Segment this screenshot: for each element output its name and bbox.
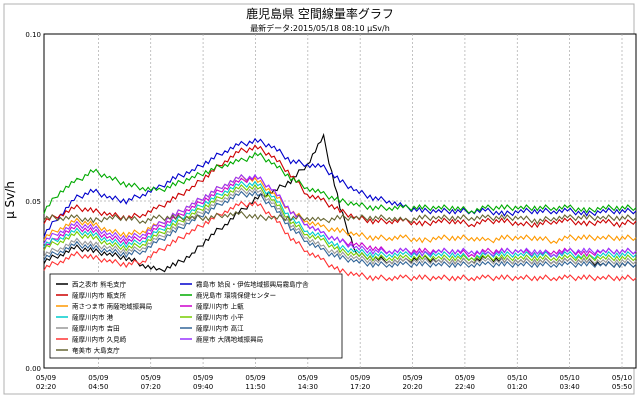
y-ticks: 0.00 0.05 0.10 — [25, 31, 41, 373]
series-line — [43, 190, 637, 269]
series-line — [43, 210, 637, 225]
legend-label: 薩摩川内市 上甑 — [196, 302, 244, 311]
y-tick-label: 0.00 — [25, 365, 41, 373]
y-tick-label: 0.10 — [25, 31, 41, 39]
legend-label: 霧島市 姶良・伊佐地域振興局霧島庁舎 — [196, 280, 309, 289]
x-tick-date: 05/09 — [36, 374, 56, 382]
series-line — [43, 187, 637, 265]
chart-title: 鹿児島県 空間線量率グラフ — [246, 6, 394, 21]
legend-label: 薩摩川内市 久見崎 — [72, 335, 127, 344]
x-tick-date: 05/09 — [88, 374, 108, 382]
series-line — [43, 173, 637, 258]
x-tick-time: 02:20 — [36, 383, 56, 391]
x-tick-date: 05/10 — [560, 374, 580, 382]
x-ticks: 05/0902:2005/0904:5005/0907:2005/0909:40… — [36, 374, 632, 391]
grid — [44, 34, 636, 368]
series-line — [43, 144, 637, 229]
legend-label: 薩摩川内市 高江 — [196, 324, 244, 333]
series-line — [43, 174, 637, 245]
legend-label: 南さつま市 南薩地域振興局 — [72, 302, 152, 311]
chart-subtitle: 最新データ:2015/05/18 08:10 μSv/h — [250, 23, 390, 33]
x-tick-time: 01:20 — [507, 383, 527, 391]
x-tick-date: 05/09 — [455, 374, 475, 382]
x-tick-date: 05/09 — [298, 374, 318, 382]
x-tick-date: 05/10 — [507, 374, 527, 382]
x-tick-time: 11:50 — [245, 383, 265, 391]
series-line — [43, 180, 637, 261]
x-tick-date: 05/09 — [141, 374, 161, 382]
series-line — [43, 137, 637, 238]
legend-label: 薩摩川内市 小平 — [196, 313, 244, 322]
series-line — [43, 184, 637, 262]
x-tick-time: 03:40 — [560, 383, 580, 391]
legend-label: 薩摩川内市 甑支所 — [72, 291, 127, 300]
series-lines — [43, 132, 637, 282]
x-tick-time: 05:50 — [612, 383, 632, 391]
x-tick-date: 05/09 — [350, 374, 370, 382]
legend-label: 奄美市 大島支庁 — [72, 346, 120, 355]
x-tick-date: 05/09 — [402, 374, 422, 382]
legend-label: 薩摩川内市 吉田 — [72, 324, 120, 333]
legend-box — [49, 273, 343, 359]
x-tick-time: 04:50 — [88, 383, 108, 391]
x-tick-date: 05/09 — [193, 374, 213, 382]
series-line — [43, 151, 637, 214]
x-tick-time: 14:30 — [298, 383, 318, 391]
x-tick-time: 22:40 — [455, 383, 475, 391]
y-axis-label: μ Sv/h — [3, 181, 17, 219]
legend-label: 西之表市 熊毛支庁 — [72, 280, 127, 289]
x-tick-time: 17:20 — [350, 383, 370, 391]
legend-label: 鹿児島市 環境保健センター — [196, 291, 276, 300]
x-tick-date: 05/10 — [612, 374, 632, 382]
x-tick-time: 07:20 — [141, 383, 161, 391]
series-line — [43, 200, 637, 282]
legend-label: 鹿屋市 大隅地域振興局 — [196, 335, 263, 344]
legend-label: 薩摩川内市 港 — [72, 313, 114, 322]
x-tick-time: 20:20 — [402, 383, 422, 391]
x-tick-time: 09:40 — [193, 383, 213, 391]
x-tick-date: 05/09 — [245, 374, 265, 382]
y-tick-label: 0.05 — [25, 198, 41, 206]
